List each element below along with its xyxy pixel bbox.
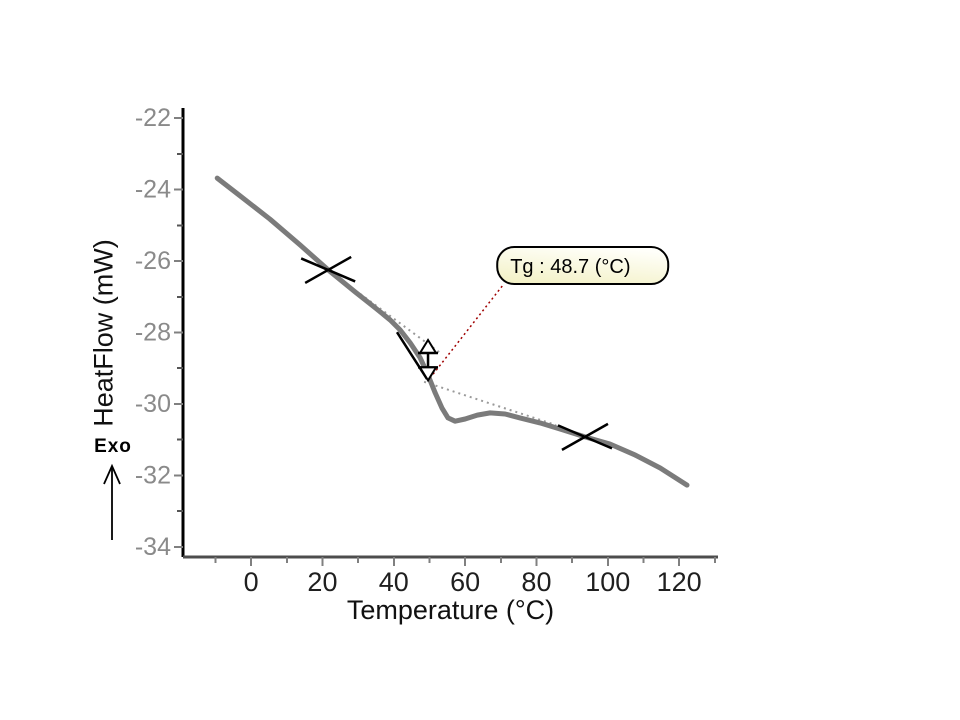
axes [174, 108, 718, 566]
step-marker-up-triangle [418, 338, 438, 355]
exo-arrow [103, 463, 121, 540]
x-tick-label: 0 [244, 567, 259, 597]
y-tick-label: -26 [135, 247, 171, 275]
cursor-x-mark [561, 422, 609, 451]
exo-label: Exo [94, 436, 132, 457]
x-tick-label: 120 [657, 567, 702, 597]
heat-flow-curve [214, 175, 690, 488]
x-tick-label: 20 [307, 567, 337, 597]
tick-labels: 0 20 40 60 80 100 120 -22 -24 -26 -28 -30 -32 -34 [135, 104, 702, 597]
x-axis-title: Temperature (°C) [346, 595, 555, 625]
y-axis-title: HeatFlow (mW) [88, 239, 119, 427]
x-tick-label: 60 [450, 567, 480, 597]
analysis-markers [300, 255, 613, 451]
exo-arrow-head [103, 463, 121, 485]
step-marker-down-triangle [418, 366, 438, 383]
y-tick-label: -22 [135, 104, 171, 132]
y-tick-label: -28 [135, 319, 171, 347]
tg-annotation-box [496, 246, 670, 286]
cursor-x-mark [304, 255, 352, 285]
y-tick-label: -34 [135, 533, 171, 561]
y-tick-label: -32 [135, 461, 171, 489]
x-tick-label: 80 [521, 567, 551, 597]
y-tick-label: -30 [135, 390, 171, 418]
extrapolated-baselines [359, 293, 557, 427]
x-tick-label: 40 [379, 567, 409, 597]
baseline-lower [423, 380, 557, 427]
tg-annotation-text: Tg : 48.7 (°C) [510, 256, 630, 278]
x-tick-label: 100 [585, 567, 630, 597]
heat-flow-trace [214, 175, 690, 488]
y-tick-label: -24 [135, 176, 171, 204]
tg-annotation: Tg : 48.7 (°C) [496, 246, 670, 286]
baseline-upper [359, 293, 441, 354]
tg-leader-line [429, 285, 503, 379]
tg-leader [429, 285, 503, 379]
